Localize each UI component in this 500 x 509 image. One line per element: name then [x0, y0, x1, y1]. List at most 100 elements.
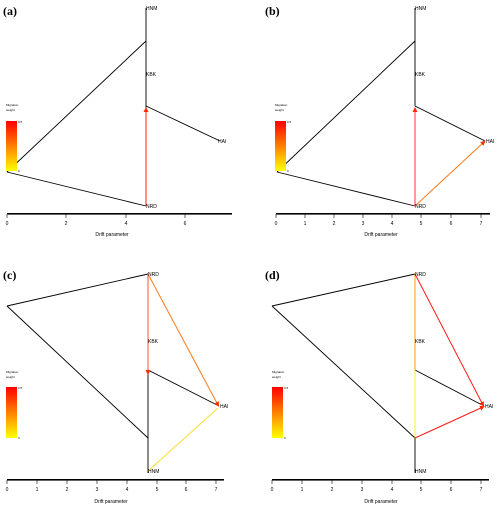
tick-label: 1 [301, 487, 304, 493]
axis-line [7, 479, 224, 481]
tick-label: 3 [362, 221, 365, 227]
legend-min-label: 0 [18, 169, 20, 173]
axis-title: Drift parameter [95, 232, 129, 238]
node-label: KBK [415, 339, 426, 345]
drift-edge [147, 369, 220, 407]
panel-d: (d) NRD KBK HAI HNM Migration weight 0.5… [265, 268, 493, 505]
axis-title: Drift parameter [94, 499, 128, 505]
tick-label: 7 [215, 487, 218, 493]
legend-color-bar [275, 121, 286, 171]
migration-weight-legend: Migration weight 0.5 0 [6, 370, 23, 440]
tick-label: 0 [275, 221, 278, 227]
node-label: HNM [148, 469, 159, 475]
drift-edge [6, 273, 149, 307]
drift-edges [276, 8, 486, 207]
tick-label: 3 [96, 487, 99, 493]
migration-edge [147, 273, 219, 407]
tick-label: 1 [304, 221, 307, 227]
tick-label: 4 [391, 487, 394, 493]
legend-color-bar [6, 121, 17, 171]
legend-title-2: weight [275, 108, 284, 112]
migration-edge [414, 405, 485, 439]
node-label: NRD [415, 272, 426, 278]
tick-label: 6 [185, 487, 188, 493]
drift-edge [271, 305, 416, 439]
legend-max-label: 0.5 [18, 120, 23, 124]
axis-line [276, 213, 490, 215]
axis-title: Drift parameter [364, 232, 398, 238]
node-label: KBK [415, 72, 426, 78]
panel-a: (a) HNM KBK HAI NRD Migration weight 0.5… [3, 4, 232, 238]
x-axis: 0 1 2 3 4 5 6 7 Drift parameter [275, 213, 490, 238]
migration-weight-legend: Migration weight 0.5 0 [272, 370, 289, 440]
drift-edges [271, 273, 485, 473]
tick-label: 5 [420, 487, 423, 493]
drift-edge [145, 105, 221, 142]
tick-label: 5 [156, 487, 159, 493]
node-label: KBK [148, 339, 159, 345]
drift-edges [6, 8, 221, 207]
tick-label: 2 [65, 221, 68, 227]
tick-label: 3 [361, 487, 364, 493]
tick-label: 7 [480, 221, 483, 227]
migration-edge [147, 407, 219, 472]
migration-weight-legend: Migration weight 0.5 0 [275, 103, 292, 173]
drift-edge [6, 40, 147, 173]
tick-label: 0 [6, 221, 9, 227]
tick-label: 2 [331, 487, 334, 493]
legend-min-label: 0 [287, 169, 289, 173]
panel-b: (b) HNM KBK HAI NRD Migration weight 0.5… [265, 4, 494, 238]
tick-label: 2 [66, 487, 69, 493]
node-label: HAI [486, 139, 494, 145]
x-axis: 0 1 2 3 4 5 6 7 Drift parameter [271, 479, 489, 505]
node-label: HNM [415, 6, 426, 12]
panel-label: (d) [265, 268, 280, 282]
legend-title-2: weight [272, 375, 281, 379]
axis-title: Drift parameter [364, 499, 398, 505]
tick-label: 4 [126, 487, 129, 493]
drift-edge [414, 369, 485, 407]
legend-color-bar [272, 387, 283, 438]
drift-edge [414, 105, 486, 142]
drift-edge [6, 171, 147, 207]
node-label: NRD [415, 204, 426, 210]
drift-edges [6, 273, 220, 473]
legend-color-bar [6, 387, 17, 438]
drift-edge [276, 40, 416, 173]
legend-title-2: weight [6, 375, 15, 379]
tick-label: 0 [271, 487, 274, 493]
tick-label: 4 [391, 221, 394, 227]
node-label: NRD [146, 204, 157, 210]
drift-edge [271, 273, 416, 307]
legend-title-2: weight [6, 108, 15, 112]
node-label: HAI [220, 404, 228, 410]
tick-label: 1 [36, 487, 39, 493]
axis-line [7, 213, 232, 215]
migration-edge [414, 273, 484, 407]
node-label: KBK [146, 72, 157, 78]
legend-title-1: Migration [275, 103, 288, 107]
legend-max-label: 0.5 [18, 386, 23, 390]
panel-label: (b) [265, 4, 280, 18]
node-label: HNM [146, 6, 157, 12]
legend-min-label: 0 [18, 436, 20, 440]
tick-label: 7 [480, 487, 483, 493]
legend-max-label: 0.5 [284, 386, 289, 390]
tick-label: 6 [184, 221, 187, 227]
panel-c: (c) NRD KBK HAI HNM Migration weight 0.5… [3, 268, 228, 505]
x-axis: 0 1 2 3 4 5 6 7 Drift parameter [6, 479, 224, 505]
axis-line [272, 479, 489, 481]
drift-edge [276, 171, 416, 207]
node-label: HAI [485, 404, 493, 410]
tick-label: 6 [450, 487, 453, 493]
drift-edge [6, 305, 149, 439]
legend-min-label: 0 [284, 436, 286, 440]
node-label: HNM [415, 469, 426, 475]
legend-title-1: Migration [6, 103, 19, 107]
node-label: NRD [148, 272, 159, 278]
legend-title-1: Migration [272, 370, 285, 374]
legend-max-label: 0.5 [287, 120, 292, 124]
tick-label: 2 [333, 221, 336, 227]
migration-weight-legend: Migration weight 0.5 0 [6, 103, 23, 173]
